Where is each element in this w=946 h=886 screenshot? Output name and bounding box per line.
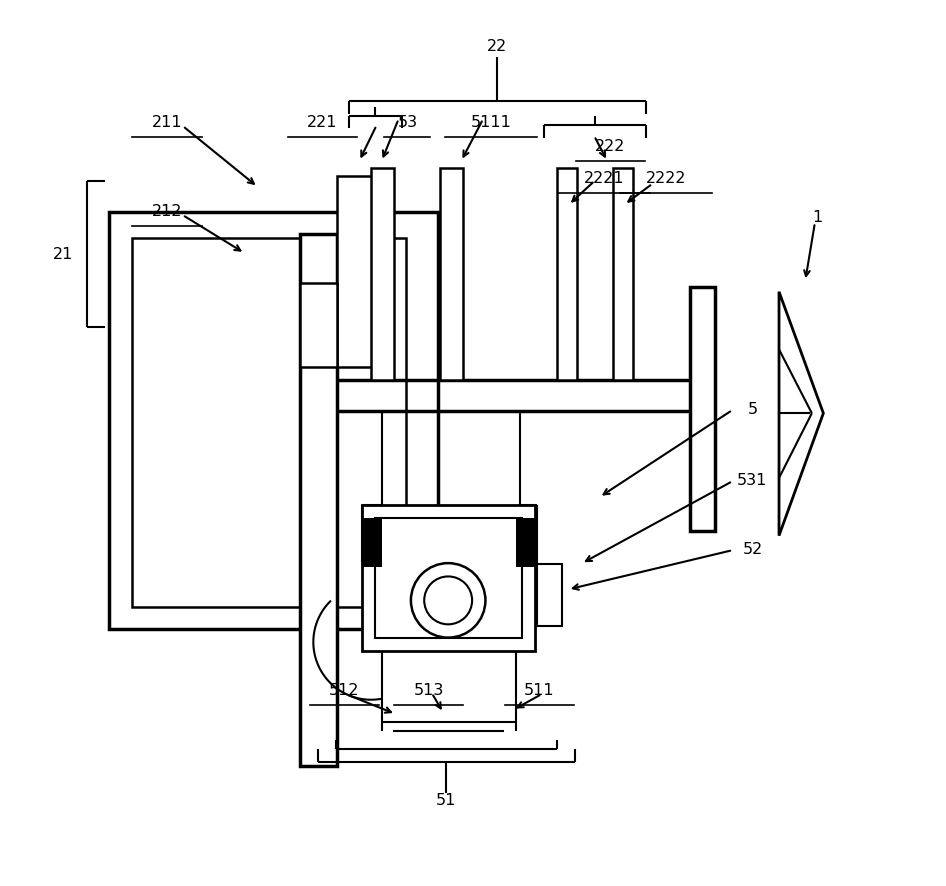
Bar xyxy=(516,518,535,567)
Bar xyxy=(300,284,338,368)
Bar xyxy=(376,518,522,638)
Text: 2221: 2221 xyxy=(584,171,624,185)
Bar xyxy=(300,235,338,766)
Text: 211: 211 xyxy=(151,115,183,129)
Text: 512: 512 xyxy=(329,682,359,696)
Text: 511: 511 xyxy=(524,682,555,696)
Text: 513: 513 xyxy=(413,682,444,696)
Text: 5111: 5111 xyxy=(470,115,511,129)
Polygon shape xyxy=(779,292,823,536)
Bar xyxy=(613,168,633,381)
Text: 51: 51 xyxy=(436,792,457,806)
Bar xyxy=(440,168,464,381)
Text: 21: 21 xyxy=(53,247,74,261)
Bar xyxy=(537,564,562,626)
Bar xyxy=(338,177,373,368)
Text: 222: 222 xyxy=(595,139,625,153)
Text: 5: 5 xyxy=(747,402,758,416)
Bar xyxy=(557,168,577,381)
Text: 52: 52 xyxy=(743,542,762,556)
Bar xyxy=(371,168,394,381)
Text: 531: 531 xyxy=(737,473,767,487)
Text: 53: 53 xyxy=(397,115,417,129)
Text: 1: 1 xyxy=(812,210,822,224)
Bar xyxy=(110,213,437,629)
Text: 212: 212 xyxy=(151,204,183,218)
Text: 22: 22 xyxy=(487,39,507,53)
Bar xyxy=(362,505,535,651)
Bar xyxy=(691,288,715,532)
Bar xyxy=(362,518,381,567)
Text: 221: 221 xyxy=(307,115,338,129)
Bar xyxy=(131,239,407,607)
Text: 2222: 2222 xyxy=(646,171,687,185)
